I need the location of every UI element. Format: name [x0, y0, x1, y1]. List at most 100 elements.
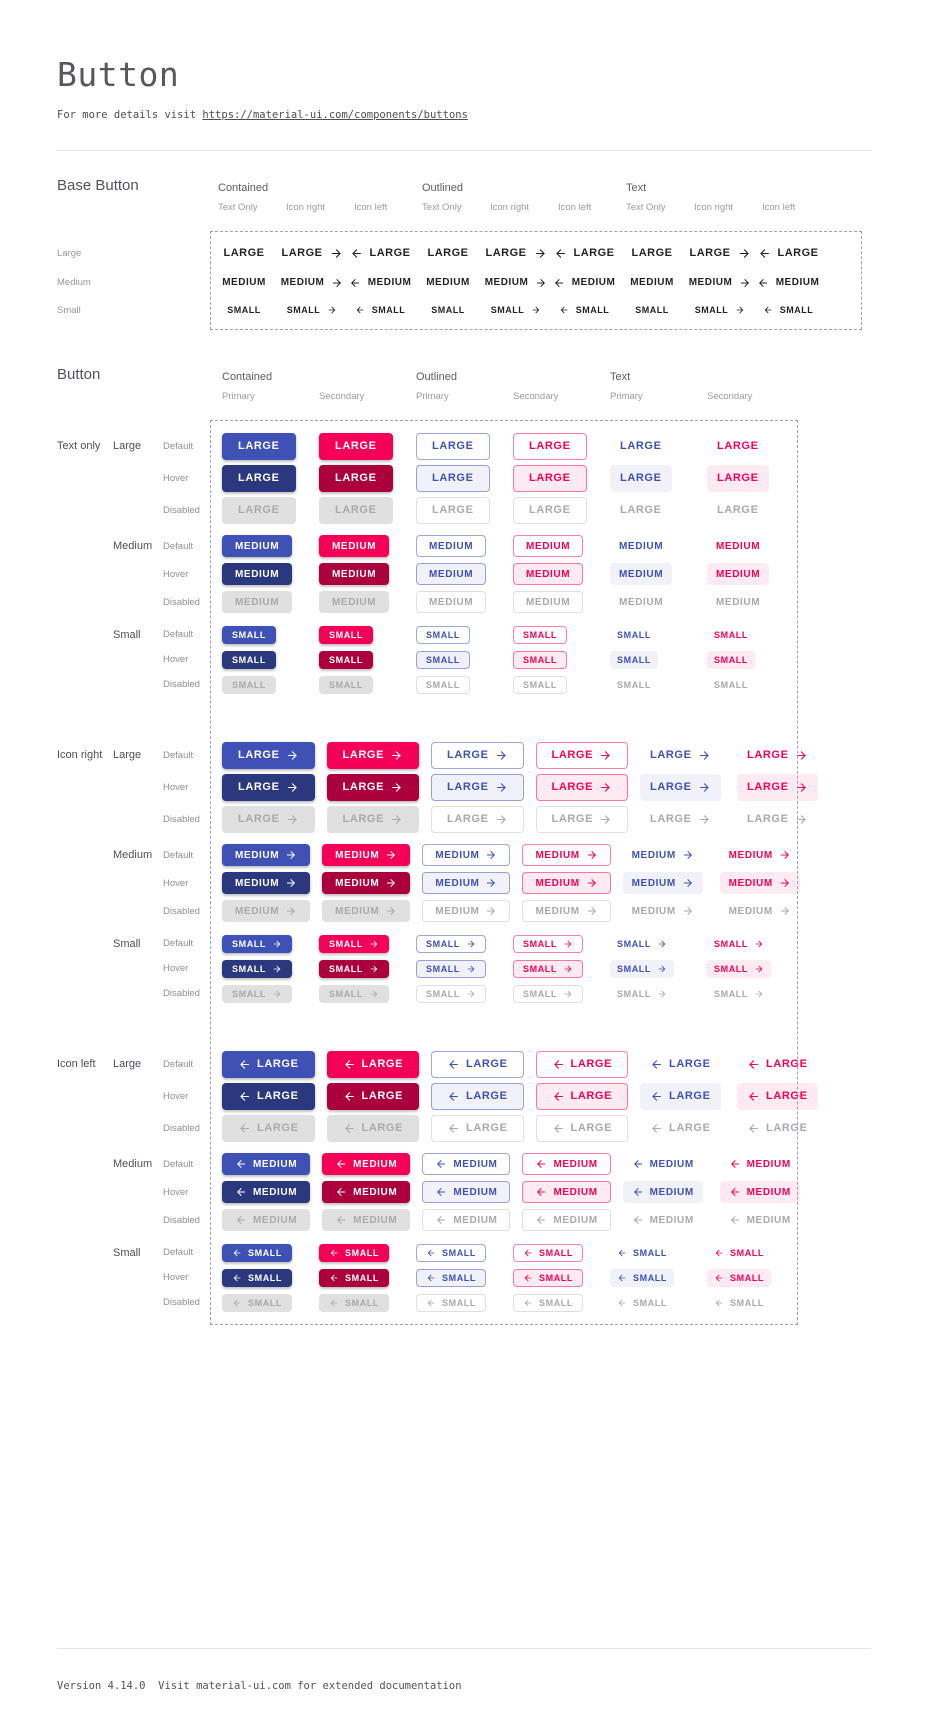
- contained-secondary-hover-button[interactable]: MEDIUM: [322, 872, 411, 894]
- outlined-primary-default-button[interactable]: LARGE: [431, 1050, 524, 1078]
- base-button[interactable]: SMALL: [431, 305, 465, 315]
- contained-primary-default-button[interactable]: LARGE: [222, 1050, 315, 1078]
- outlined-secondary-disabled-button[interactable]: MEDIUM: [522, 900, 611, 922]
- text-secondary-disabled-button[interactable]: SMALL: [707, 985, 771, 1003]
- outlined-secondary-default-button[interactable]: LARGE: [535, 741, 628, 769]
- outlined-primary-disabled-button[interactable]: MEDIUM: [422, 900, 511, 922]
- contained-secondary-hover-button[interactable]: SMALL: [319, 650, 373, 669]
- outlined-secondary-default-button[interactable]: SMALL: [513, 1243, 583, 1262]
- contained-primary-hover-button[interactable]: SMALL: [222, 1268, 292, 1287]
- outlined-primary-default-button[interactable]: LARGE: [416, 432, 490, 460]
- contained-primary-disabled-button[interactable]: MEDIUM: [222, 1209, 311, 1231]
- outlined-primary-disabled-button[interactable]: SMALL: [416, 675, 470, 694]
- contained-secondary-default-button[interactable]: MEDIUM: [322, 1153, 411, 1175]
- outlined-primary-disabled-button[interactable]: LARGE: [431, 1114, 524, 1142]
- base-button[interactable]: MEDIUM: [630, 277, 674, 289]
- text-primary-default-button[interactable]: MEDIUM: [623, 844, 703, 866]
- contained-secondary-hover-button[interactable]: MEDIUM: [319, 563, 390, 585]
- contained-primary-default-button[interactable]: MEDIUM: [222, 535, 293, 557]
- text-secondary-hover-button[interactable]: SMALL: [707, 1268, 771, 1287]
- text-primary-hover-button[interactable]: SMALL: [610, 959, 674, 978]
- base-button[interactable]: SMALL: [763, 305, 814, 315]
- text-secondary-default-button[interactable]: SMALL: [707, 626, 755, 644]
- contained-primary-hover-button[interactable]: MEDIUM: [222, 1181, 311, 1203]
- text-primary-disabled-button[interactable]: SMALL: [610, 1294, 674, 1312]
- contained-secondary-default-button[interactable]: SMALL: [319, 934, 389, 953]
- text-secondary-default-button[interactable]: SMALL: [707, 935, 771, 953]
- contained-secondary-disabled-button[interactable]: SMALL: [319, 1293, 389, 1312]
- contained-secondary-hover-button[interactable]: LARGE: [326, 773, 419, 801]
- contained-primary-hover-button[interactable]: LARGE: [222, 1082, 315, 1110]
- text-primary-default-button[interactable]: SMALL: [610, 935, 674, 953]
- text-primary-hover-button[interactable]: SMALL: [610, 650, 658, 669]
- text-primary-default-button[interactable]: LARGE: [610, 433, 672, 460]
- outlined-secondary-default-button[interactable]: MEDIUM: [522, 844, 611, 866]
- outlined-secondary-hover-button[interactable]: SMALL: [513, 650, 567, 669]
- text-secondary-hover-button[interactable]: MEDIUM: [719, 872, 800, 894]
- outlined-primary-hover-button[interactable]: MEDIUM: [422, 872, 511, 894]
- text-secondary-disabled-button[interactable]: LARGE: [737, 1115, 818, 1142]
- base-button[interactable]: SMALL: [227, 305, 261, 315]
- contained-secondary-disabled-button[interactable]: MEDIUM: [319, 591, 390, 613]
- base-button[interactable]: MEDIUM: [553, 277, 616, 289]
- contained-secondary-hover-button[interactable]: LARGE: [326, 1082, 419, 1110]
- outlined-secondary-disabled-button[interactable]: LARGE: [535, 1114, 628, 1142]
- text-primary-disabled-button[interactable]: LARGE: [640, 806, 721, 833]
- outlined-primary-disabled-button[interactable]: LARGE: [416, 496, 490, 524]
- base-button[interactable]: LARGE: [224, 247, 265, 260]
- outlined-primary-hover-button[interactable]: MEDIUM: [416, 563, 487, 585]
- text-primary-disabled-button[interactable]: LARGE: [640, 1115, 721, 1142]
- outlined-primary-default-button[interactable]: MEDIUM: [422, 1153, 511, 1175]
- contained-primary-hover-button[interactable]: LARGE: [222, 773, 315, 801]
- outlined-secondary-hover-button[interactable]: MEDIUM: [513, 563, 584, 585]
- outlined-secondary-disabled-button[interactable]: SMALL: [513, 675, 567, 694]
- contained-primary-hover-button[interactable]: LARGE: [222, 464, 296, 492]
- text-secondary-default-button[interactable]: LARGE: [737, 1051, 818, 1078]
- text-secondary-disabled-button[interactable]: LARGE: [707, 497, 769, 524]
- contained-primary-default-button[interactable]: LARGE: [222, 432, 296, 460]
- outlined-primary-disabled-button[interactable]: MEDIUM: [422, 1209, 511, 1231]
- text-primary-default-button[interactable]: SMALL: [610, 1244, 674, 1262]
- contained-primary-default-button[interactable]: SMALL: [222, 934, 292, 953]
- contained-primary-default-button[interactable]: LARGE: [222, 741, 315, 769]
- text-primary-hover-button[interactable]: MEDIUM: [622, 872, 703, 894]
- contained-primary-default-button[interactable]: SMALL: [222, 625, 276, 644]
- contained-secondary-disabled-button[interactable]: SMALL: [319, 675, 373, 694]
- outlined-secondary-hover-button[interactable]: MEDIUM: [522, 1181, 611, 1203]
- outlined-primary-default-button[interactable]: MEDIUM: [422, 844, 511, 866]
- contained-primary-default-button[interactable]: SMALL: [222, 1243, 292, 1262]
- outlined-primary-hover-button[interactable]: SMALL: [416, 959, 486, 978]
- contained-secondary-disabled-button[interactable]: MEDIUM: [322, 1209, 411, 1231]
- text-primary-hover-button[interactable]: LARGE: [640, 1082, 721, 1110]
- text-secondary-hover-button[interactable]: LARGE: [737, 1082, 818, 1110]
- text-primary-disabled-button[interactable]: MEDIUM: [623, 1209, 703, 1231]
- text-primary-default-button[interactable]: MEDIUM: [623, 1153, 703, 1175]
- text-primary-default-button[interactable]: LARGE: [640, 1051, 721, 1078]
- text-primary-default-button[interactable]: SMALL: [610, 626, 658, 644]
- text-secondary-hover-button[interactable]: MEDIUM: [719, 1181, 800, 1203]
- text-secondary-default-button[interactable]: MEDIUM: [720, 1153, 800, 1175]
- contained-primary-disabled-button[interactable]: LARGE: [222, 1114, 315, 1142]
- contained-primary-hover-button[interactable]: MEDIUM: [222, 872, 311, 894]
- base-button[interactable]: LARGE: [350, 247, 411, 260]
- base-button[interactable]: MEDIUM: [757, 277, 820, 289]
- text-secondary-disabled-button[interactable]: MEDIUM: [720, 1209, 800, 1231]
- text-primary-default-button[interactable]: MEDIUM: [610, 535, 672, 557]
- outlined-secondary-default-button[interactable]: LARGE: [513, 432, 587, 460]
- contained-primary-disabled-button[interactable]: LARGE: [222, 805, 315, 833]
- contained-secondary-default-button[interactable]: LARGE: [319, 432, 393, 460]
- outlined-primary-hover-button[interactable]: MEDIUM: [422, 1181, 511, 1203]
- contained-primary-default-button[interactable]: MEDIUM: [222, 1153, 311, 1175]
- text-primary-disabled-button[interactable]: SMALL: [610, 985, 674, 1003]
- text-secondary-default-button[interactable]: MEDIUM: [707, 535, 769, 557]
- text-secondary-default-button[interactable]: MEDIUM: [720, 844, 800, 866]
- base-button[interactable]: LARGE: [554, 247, 615, 260]
- text-secondary-disabled-button[interactable]: MEDIUM: [707, 591, 769, 613]
- contained-primary-hover-button[interactable]: MEDIUM: [222, 563, 293, 585]
- contained-secondary-default-button[interactable]: MEDIUM: [322, 844, 411, 866]
- outlined-primary-default-button[interactable]: MEDIUM: [416, 535, 487, 557]
- contained-primary-disabled-button[interactable]: SMALL: [222, 984, 292, 1003]
- text-primary-hover-button[interactable]: MEDIUM: [610, 563, 673, 585]
- outlined-secondary-disabled-button[interactable]: LARGE: [535, 805, 628, 833]
- outlined-secondary-default-button[interactable]: MEDIUM: [522, 1153, 611, 1175]
